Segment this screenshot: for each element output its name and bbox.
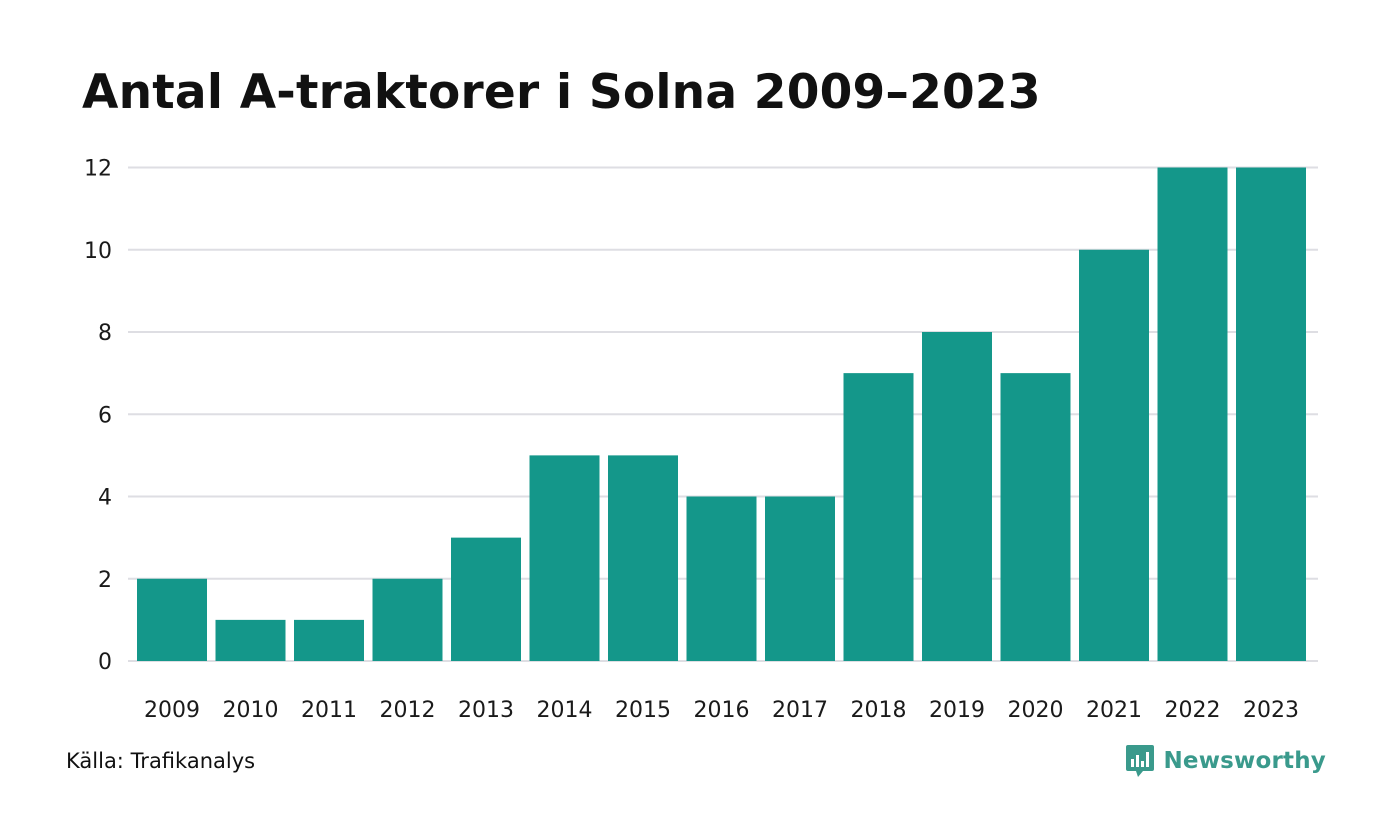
y-tick-label: 10 [84,239,112,264]
x-tick-label: 2019 [929,698,985,723]
bar-2010 [215,619,286,661]
bar-2023 [1236,167,1306,661]
x-tick-label: 2013 [458,698,514,723]
bar-2011 [294,619,364,661]
bar-2022 [1157,167,1228,661]
x-tick-label: 2017 [772,698,828,723]
x-tick-label: 2022 [1165,698,1221,723]
chart-title: Antal A-traktorer i Solna 2009–2023 [82,65,1041,120]
x-tick-label: 2016 [694,698,750,723]
newsworthy-logo-icon [1126,745,1155,777]
y-axis-ticks: 0 2 4 6 8 10 12 [84,157,112,676]
x-tick-label: 2021 [1086,698,1142,723]
x-tick-label: 2018 [851,698,907,723]
bar-2009 [137,578,207,661]
bar-2017 [765,496,835,661]
bar-2019 [922,332,992,661]
bar-2021 [1079,249,1149,661]
y-tick-label: 8 [98,321,112,346]
y-tick-label: 6 [98,403,112,428]
source-name: Trafikanalys [130,749,256,773]
x-tick-label: 2014 [537,698,593,723]
bar-2013 [451,537,521,661]
y-tick-label: 0 [98,650,112,675]
bar-2016 [686,496,757,661]
brand-name: Newsworthy [1163,748,1326,774]
x-tick-label: 2020 [1008,698,1064,723]
bar-2020 [1000,373,1071,661]
x-tick-label: 2010 [223,698,279,723]
source-note: Källa: Trafikanalys [66,749,255,773]
x-tick-label: 2023 [1243,698,1299,723]
bar-2018 [843,373,914,661]
bar-2014 [529,455,600,661]
x-tick-label: 2012 [380,698,436,723]
x-tick-label: 2011 [301,698,357,723]
y-tick-label: 2 [98,568,112,593]
source-prefix: Källa: [66,749,131,773]
bar-2015 [608,455,678,661]
brand-logo: Newsworthy [1125,744,1326,778]
x-tick-label: 2015 [615,698,671,723]
x-axis-ticks: 2009 2010 2011 2012 2013 2014 2015 2016 2017 2018… [144,698,1299,723]
y-tick-label: 12 [84,157,112,182]
bars [137,167,1306,661]
x-tick-label: 2009 [144,698,200,723]
bar-2012 [372,578,443,661]
y-tick-label: 4 [98,486,112,511]
